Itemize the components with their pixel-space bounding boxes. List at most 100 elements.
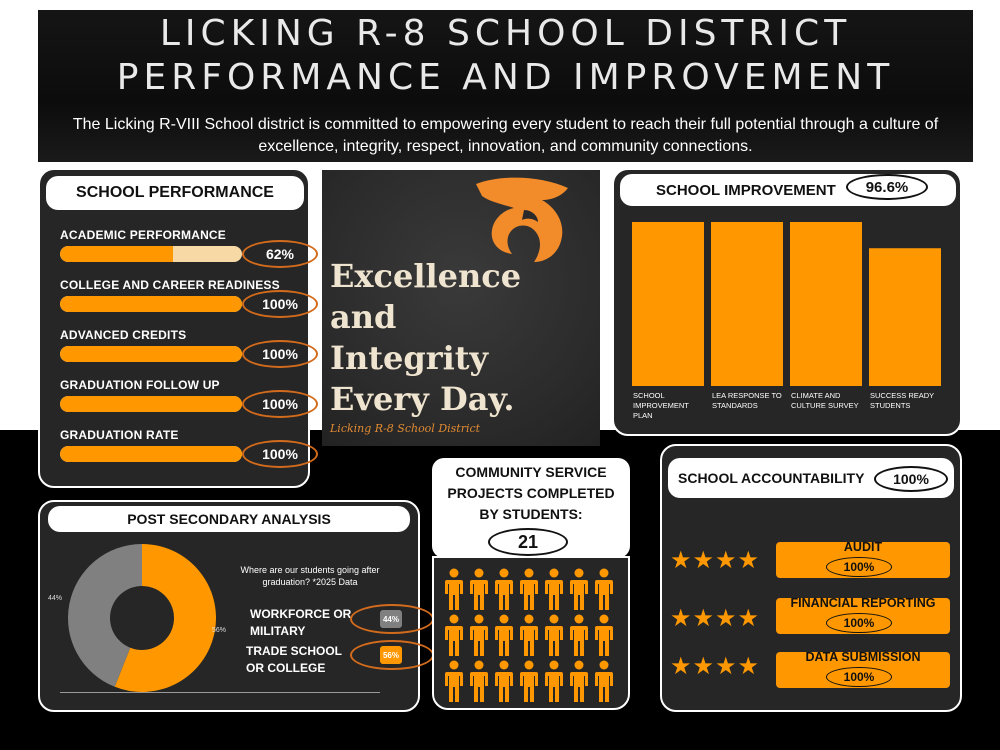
accountability-item-label: FINANCIAL REPORTING	[790, 596, 936, 610]
legend-workforce-label: WORKFORCE OR MILITARY	[250, 606, 351, 640]
person-icon	[495, 614, 513, 656]
perf-row-advanced-credits: ADVANCED CREDITS 100%	[60, 328, 318, 368]
perf-label: ACADEMIC PERFORMANCE	[60, 228, 226, 242]
person-icon	[545, 614, 563, 656]
post-secondary-question: Where are our students going after gradu…	[240, 565, 380, 587]
school-improvement-panel: SCHOOL IMPROVEMENT 96.6% SCHOOL IMPROVEME…	[612, 168, 962, 436]
people-grid	[445, 568, 613, 702]
legend-line: TRADE SCHOOL	[246, 644, 342, 658]
person-icon	[545, 660, 563, 702]
person-icon	[470, 568, 488, 610]
person-icon	[545, 568, 563, 610]
accountability-item-pct: 100%	[826, 667, 892, 687]
school-performance-panel: SCHOOL PERFORMANCE ACADEMIC PERFORMANCE …	[38, 168, 318, 488]
improvement-bar	[790, 222, 862, 386]
perf-bar	[60, 346, 242, 362]
perf-pct: 100%	[242, 440, 318, 468]
community-service-count: 21	[488, 528, 568, 556]
person-icon	[445, 614, 463, 656]
perf-label: COLLEGE AND CAREER READINESS	[60, 278, 280, 292]
perf-label: GRADUATION FOLLOW UP	[60, 378, 220, 392]
star-rating-data: ★★★★	[670, 653, 761, 680]
motto-text: Excellence and Integrity Every Day.	[330, 256, 600, 420]
page-title-line1: LICKING R-8 SCHOOL DISTRICT	[159, 13, 852, 54]
community-service-heading: COMMUNITY SERVICE PROJECTS COMPLETED BY …	[432, 462, 630, 525]
perf-bar	[60, 446, 242, 462]
perf-label: GRADUATION RATE	[60, 428, 179, 442]
person-icon	[570, 568, 588, 610]
motto-image: Excellence and Integrity Every Day. Lick…	[322, 170, 600, 446]
accountability-item-pct: 100%	[826, 613, 892, 633]
accountability-item-data: DATA SUBMISSION 100%	[776, 650, 950, 688]
accountability-item-audit: AUDIT 100%	[776, 540, 950, 578]
person-icon	[520, 614, 538, 656]
perf-row-academic: ACADEMIC PERFORMANCE 62%	[60, 228, 318, 268]
accountability-item-financial: FINANCIAL REPORTING 100%	[776, 596, 950, 634]
perf-bar-fill	[60, 396, 242, 412]
donut-label-trade: 56%	[212, 627, 227, 634]
star-rating-financial: ★★★★	[670, 605, 761, 632]
perf-pct: 100%	[242, 390, 318, 418]
donut-slice	[67, 544, 142, 687]
improvement-category-label: CLIMATE AND CULTURE SURVEY	[791, 391, 859, 410]
star-rating-audit: ★★★★	[670, 547, 761, 574]
legend-line: MILITARY	[250, 624, 306, 638]
donut-label-workforce: 44%	[48, 595, 63, 602]
motto-line: Integrity	[330, 339, 489, 377]
heading-line: COMMUNITY SERVICE	[455, 464, 607, 480]
person-icon	[445, 568, 463, 610]
heading-line: BY STUDENTS:	[479, 506, 583, 522]
improvement-bar	[869, 248, 941, 386]
perf-bar	[60, 396, 242, 412]
person-icon	[520, 660, 538, 702]
school-improvement-chart: SCHOOL IMPROVEMENT PLAN LEA RESPONSE TO STAN…	[632, 222, 941, 420]
person-icon	[520, 568, 538, 610]
donut-slice	[114, 544, 216, 692]
school-accountability-panel: SCHOOL ACCOUNTABILITY 100% ★★★★ AUDIT 10…	[660, 444, 962, 712]
accountability-item-label: AUDIT	[843, 540, 883, 554]
improvement-category-label: SUCCESS READY STUDENTS	[870, 391, 934, 410]
legend-trade-ring	[350, 640, 434, 670]
legend-line: WORKFORCE OR	[250, 607, 352, 621]
person-icon	[495, 568, 513, 610]
community-service-panel	[432, 556, 630, 710]
perf-bar-fill	[60, 246, 173, 262]
divider	[60, 692, 380, 693]
motto-line: Excellence	[330, 257, 522, 295]
improvement-category-label: SCHOOL IMPROVEMENT PLAN	[633, 391, 689, 420]
school-accountability-pct: 100%	[874, 466, 948, 492]
post-secondary-panel: POST SECONDARY ANALYSIS 44% 56% Where ar…	[38, 500, 434, 712]
school-performance-heading: SCHOOL PERFORMANCE	[46, 176, 304, 210]
perf-label: ADVANCED CREDITS	[60, 328, 187, 342]
person-icon	[570, 660, 588, 702]
legend-workforce-ring	[350, 604, 434, 634]
perf-row-college-career: COLLEGE AND CAREER READINESS 100%	[60, 278, 318, 318]
perf-row-graduation-follow-up: GRADUATION FOLLOW UP 100%	[60, 378, 318, 418]
perf-row-graduation-rate: GRADUATION RATE 100%	[60, 428, 318, 468]
page-title-line2: PERFORMANCE AND IMPROVEMENT	[116, 57, 895, 98]
school-improvement-pct: 96.6%	[846, 174, 928, 200]
school-accountability-heading-text: SCHOOL ACCOUNTABILITY	[678, 470, 865, 486]
perf-pct: 100%	[242, 340, 318, 368]
wildcat-logo-icon	[476, 177, 568, 262]
accountability-item-label: DATA SUBMISSION	[805, 650, 921, 664]
improvement-category-label: LEA RESPONSE TO STANDARDS	[712, 391, 782, 410]
person-icon	[470, 660, 488, 702]
community-service-heading-box: COMMUNITY SERVICE PROJECTS COMPLETED BY …	[432, 458, 630, 558]
perf-pct: 100%	[242, 290, 318, 318]
improvement-bar	[632, 222, 704, 386]
legend-trade-label: TRADE SCHOOL OR COLLEGE	[246, 643, 342, 677]
perf-bar-fill	[60, 446, 242, 462]
motto-line: Every Day.	[330, 380, 515, 418]
perf-bar	[60, 246, 242, 262]
person-icon	[470, 614, 488, 656]
post-secondary-heading: POST SECONDARY ANALYSIS	[48, 506, 410, 532]
post-secondary-donut	[67, 544, 216, 692]
perf-bar	[60, 296, 242, 312]
person-icon	[595, 614, 613, 656]
motto-line: and	[330, 298, 397, 336]
person-icon	[595, 568, 613, 610]
mission-statement: The Licking R-VIII School district is co…	[72, 116, 939, 155]
person-icon	[495, 660, 513, 702]
perf-bar-fill	[60, 346, 242, 362]
